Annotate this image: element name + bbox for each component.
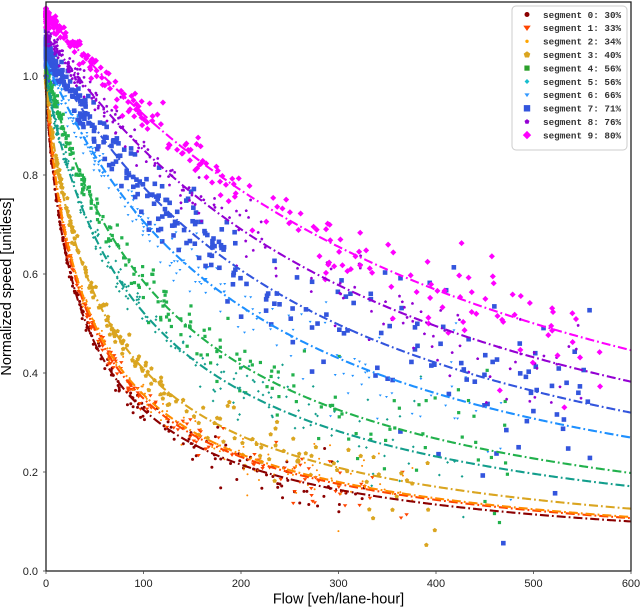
svg-text:segment 1: 33%: segment 1: 33% [543, 23, 622, 34]
svg-text:0.0: 0.0 [23, 566, 38, 578]
svg-text:Flow [veh/lane-hour]: Flow [veh/lane-hour] [273, 592, 404, 608]
svg-text:segment 9: 80%: segment 9: 80% [543, 130, 622, 141]
svg-text:400: 400 [427, 578, 445, 590]
svg-text:0.8: 0.8 [23, 170, 38, 182]
svg-text:segment 3: 40%: segment 3: 40% [543, 50, 622, 61]
svg-text:500: 500 [524, 578, 542, 590]
svg-text:0.4: 0.4 [23, 368, 38, 380]
svg-text:0.2: 0.2 [23, 467, 38, 479]
svg-text:segment 4: 56%: segment 4: 56% [543, 63, 622, 74]
svg-text:segment 7: 71%: segment 7: 71% [543, 104, 622, 115]
svg-text:100: 100 [134, 578, 152, 590]
svg-text:segment 8: 76%: segment 8: 76% [543, 117, 622, 128]
svg-text:segment 0: 30%: segment 0: 30% [543, 10, 622, 21]
svg-text:600: 600 [622, 578, 640, 590]
svg-text:0.6: 0.6 [23, 269, 38, 281]
svg-text:segment 5: 56%: segment 5: 56% [543, 77, 622, 88]
svg-text:segment 2: 34%: segment 2: 34% [543, 37, 622, 48]
svg-text:0: 0 [43, 578, 49, 590]
svg-text:300: 300 [329, 578, 347, 590]
svg-text:segment 6: 66%: segment 6: 66% [543, 90, 622, 101]
svg-text:1.0: 1.0 [23, 71, 38, 83]
svg-text:200: 200 [232, 578, 250, 590]
svg-text:Normalized speed [unitless]: Normalized speed [unitless] [0, 197, 15, 375]
